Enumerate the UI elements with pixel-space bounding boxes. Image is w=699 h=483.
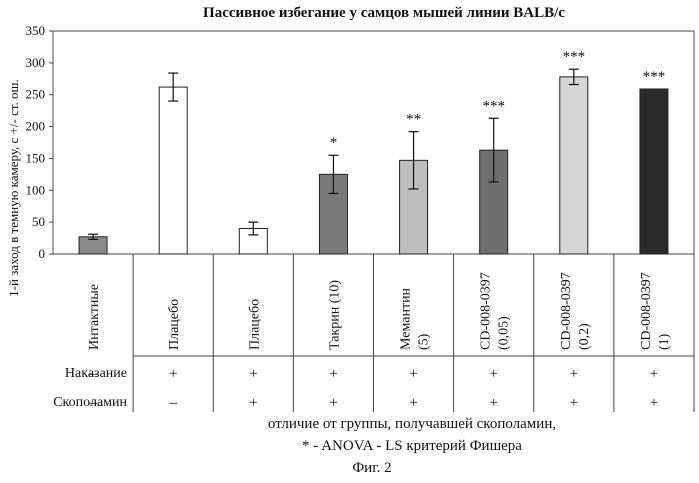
plot-frame <box>53 31 694 254</box>
footnote-line-2: * - ANOVA - LS критерий Фишера <box>302 438 522 454</box>
y-tick-label-6: 300 <box>26 55 46 70</box>
y-tick-label-5: 250 <box>26 87 46 102</box>
table-cell-1-7: + <box>650 395 658 411</box>
bar-1 <box>159 87 187 254</box>
table-cell-1-6: + <box>570 395 578 411</box>
figure-caption: Фиг. 2 <box>352 460 391 476</box>
category-label-3: Такрин (10) <box>327 280 342 350</box>
category-label-6-line-0: CD-008-0397 <box>559 272 574 350</box>
significance-mark-7: *** <box>643 69 666 85</box>
table-cell-1-4: + <box>409 395 417 411</box>
table-cell-0-4: + <box>409 366 417 382</box>
chart-title: Пассивное избегание у самцов мышей линии… <box>203 5 565 21</box>
y-axis-label: 1-й заход в темную камеру, с +/- ст. ош. <box>6 79 21 297</box>
category-label-4-line-0: Мемантин <box>399 287 414 350</box>
significance-mark-4: ** <box>406 112 421 128</box>
y-tick-label-3: 150 <box>26 150 46 165</box>
category-label-5-line-0: CD-008-0397 <box>479 272 494 350</box>
bar-7 <box>640 89 668 254</box>
table-cell-0-5: + <box>489 366 497 382</box>
category-label-2: Плацебо <box>247 299 262 350</box>
significance-mark-6: *** <box>563 49 586 65</box>
table-cell-1-0: – <box>88 395 97 411</box>
table-cell-0-6: + <box>570 366 578 382</box>
condition-table: Наказание–+++++++Скополамин––++++++ <box>53 366 658 411</box>
table-cell-1-2: + <box>249 395 257 411</box>
y-tick-label-7: 350 <box>26 23 46 38</box>
significance-mark-5: *** <box>482 98 505 114</box>
bar-6 <box>560 77 588 254</box>
table-cell-0-7: + <box>650 366 658 382</box>
table-cell-0-1: + <box>169 366 177 382</box>
table-cell-0-2: + <box>249 366 257 382</box>
bars-group <box>79 77 668 254</box>
significance-group: ************ <box>330 49 666 151</box>
category-label-7-line-0: CD-008-0397 <box>639 272 654 350</box>
table-cell-1-5: + <box>489 395 497 411</box>
category-label-0: Интактные <box>87 284 102 350</box>
y-tick-label-0: 0 <box>39 246 46 261</box>
category-label-7-line-1: (1) <box>657 333 672 350</box>
footnote-line-1: отличие от группы, получавшей скополамин… <box>268 416 556 432</box>
y-tick-label-2: 100 <box>26 182 46 197</box>
category-label-4-line-1: (5) <box>417 333 432 350</box>
y-tick-label-4: 200 <box>26 119 46 134</box>
category-grid <box>133 254 694 412</box>
y-tick-label-1: 50 <box>32 214 45 229</box>
table-cell-1-1: – <box>168 395 177 411</box>
table-cell-1-3: + <box>329 395 337 411</box>
category-label-6-line-1: (0,2) <box>577 323 592 350</box>
table-cell-0-3: + <box>329 366 337 382</box>
table-cell-0-0: – <box>88 366 97 382</box>
category-labels: Интактные Плацебо Плацебо Такрин (10) Мемант… <box>87 272 672 350</box>
significance-mark-3: * <box>330 135 338 151</box>
category-label-1: Плацебо <box>167 299 182 350</box>
y-axis: 0 50 100 150 200 250 300 350 <box>26 23 54 261</box>
category-label-5-line-1: (0,05) <box>497 316 512 350</box>
